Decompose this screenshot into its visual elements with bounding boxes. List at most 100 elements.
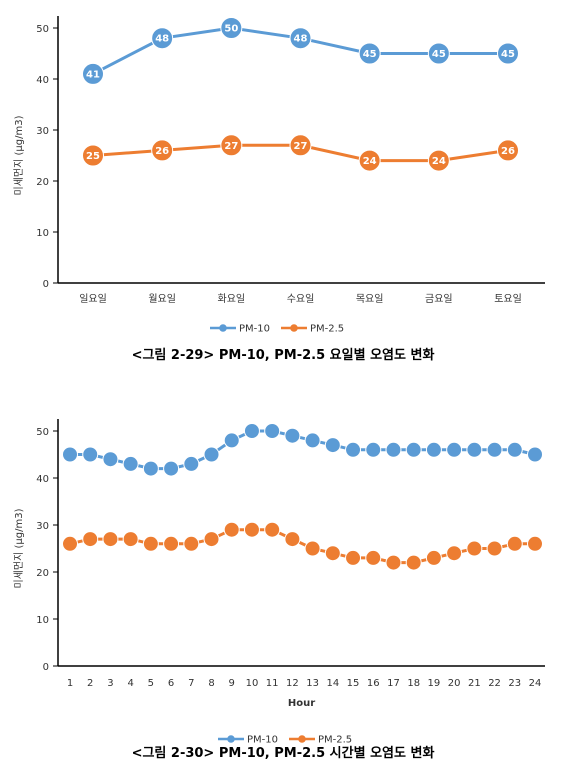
data-point [385,554,402,571]
legend-marker [219,324,227,332]
x-tick-label: 23 [508,678,521,689]
data-label: 27 [224,141,238,152]
data-point [122,531,139,548]
data-label: 26 [155,146,169,157]
data-point [385,441,402,458]
x-tick-label: 3 [107,678,113,689]
data-point [264,521,281,538]
x-tick-label: 16 [367,678,380,689]
data-point [446,545,463,562]
data-point [163,460,180,477]
data-label: 24 [432,156,446,167]
y-tick-label: 50 [36,24,49,35]
data-point [425,549,442,566]
x-tick-label: 17 [387,678,400,689]
data-point [62,446,78,463]
data-label: 25 [86,151,100,162]
x-tick-label: 5 [148,678,154,689]
data-label: 26 [501,146,515,157]
series-2 [62,521,543,571]
x-tick-label: 9 [229,678,235,689]
figure-caption: <그림 2-29> PM-10, PM-2.5 요일별 오염도 변화 [132,347,435,363]
x-tick-label: 14 [326,678,339,689]
x-tick-label: 12 [286,678,299,689]
data-point [425,441,442,458]
y-tick-label: 10 [36,615,49,626]
data-point [203,446,220,463]
data-point [289,134,312,157]
x-tick-label: 19 [428,678,441,689]
series-2: 25 26 27 27 24 24 26 [82,134,519,172]
x-tick-label: 7 [188,678,194,689]
data-point [183,455,200,472]
data-point [82,144,104,167]
x-tick-label: 수요일 [287,293,315,305]
data-point [358,149,381,172]
data-point [427,149,450,172]
y-tick-label: 40 [36,75,49,86]
x-tick-label: 13 [306,678,319,689]
data-label: 50 [224,24,238,35]
data-point [82,62,104,85]
y-tick-label: 10 [36,228,49,239]
data-point [82,446,99,463]
data-point [142,460,159,477]
x-tick-label: 8 [208,678,214,689]
x-tick-label: 18 [407,678,420,689]
data-point [405,441,422,458]
data-point [203,531,220,548]
data-point [183,535,200,552]
legend: PM-10 PM-2.5 [210,324,344,335]
data-label: 41 [86,69,100,80]
legend-label: PM-2.5 [310,324,344,335]
y-tick-label: 20 [36,177,49,188]
data-point [62,535,78,552]
data-point [102,451,119,468]
figure-caption: <그림 2-30> PM-10, PM-2.5 시간별 오염도 변화 [132,745,435,761]
data-point [486,540,503,557]
data-point [284,427,301,444]
x-tick-label: 1 [67,678,73,689]
y-tick-label: 0 [43,662,49,673]
data-point [506,441,523,458]
y-tick-label: 40 [36,474,49,485]
data-point [497,139,519,162]
data-point [365,549,382,566]
x-tick-label: 금요일 [425,293,453,305]
data-point [151,27,174,50]
data-point [102,531,119,548]
y-tick-label: 20 [36,568,49,579]
x-tick-label: 22 [488,678,501,689]
legend-label: PM-10 [247,735,278,746]
data-point [304,540,321,557]
data-point [324,437,341,454]
x-tick-label: 월요일 [148,293,176,305]
data-point [527,535,543,552]
x-axis-title: Hour [288,698,315,709]
data-point [345,441,362,458]
y-tick-label: 0 [43,279,49,290]
data-label: 45 [501,49,515,60]
data-label: 48 [294,34,308,45]
data-point [223,432,240,449]
legend-label: PM-2.5 [318,735,352,746]
data-label: 45 [363,49,377,60]
data-point [284,531,301,548]
data-point [324,545,341,562]
x-tick-label: 토요일 [494,293,522,305]
y-axis-title: 미세먼지 (μg/m3) [13,508,25,588]
legend-label: PM-10 [239,324,270,335]
legend-marker [290,324,298,332]
x-tick-label: 2 [87,678,93,689]
data-point [497,42,519,65]
series-line [69,528,535,565]
x-tick-label: 4 [127,678,133,689]
data-point [506,535,523,552]
data-point [446,441,463,458]
data-point [82,531,99,548]
y-tick-label: 30 [36,126,49,137]
series-1: 41 48 50 48 45 45 45 [82,17,519,85]
data-point [220,17,243,39]
